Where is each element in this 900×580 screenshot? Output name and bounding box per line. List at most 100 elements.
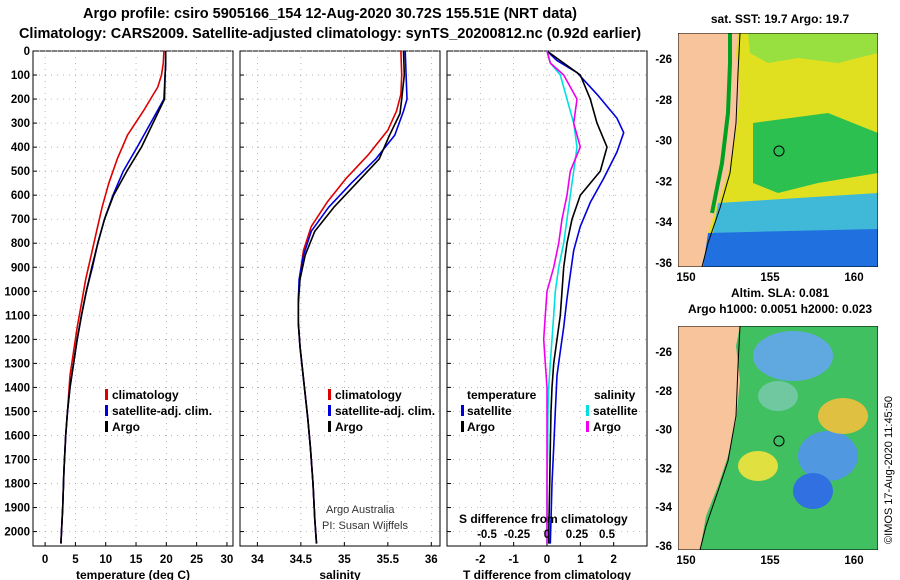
x-tick-label: 10	[99, 554, 112, 566]
x-tick-label: -2	[475, 554, 485, 566]
legend-argo: Argo	[335, 420, 363, 434]
x-axis-label: T difference from climatology	[463, 568, 631, 580]
s-tick-label: 0	[544, 529, 550, 541]
legend-sat: satellite-adj. clim.	[335, 404, 435, 418]
credit-pi: PI: Susan Wijffels	[322, 520, 408, 532]
plot-frame	[32, 50, 234, 547]
title-line1: Argo profile: csiro 5905166_154 12-Aug-2…	[82, 6, 578, 22]
depth-tick-label: 1300	[4, 358, 30, 370]
sla-low-blob	[793, 473, 833, 509]
depth-tick-label: 400	[11, 142, 30, 154]
x-tick-label: 36	[425, 554, 438, 566]
sla-mid-blob	[758, 381, 798, 411]
difference-legend: temperature satellite Argo salinity sate…	[459, 388, 638, 526]
depth-tick-label: 200	[11, 94, 30, 106]
map-lon-label: 150	[676, 555, 695, 567]
coastline	[701, 33, 741, 267]
s-tick-label: 0.25	[566, 529, 589, 541]
x-tick-label: 34.5	[290, 554, 313, 566]
legend-ssat: satellite	[593, 404, 638, 418]
map-lat-label: -30	[655, 136, 672, 148]
map-bottom-title1: Altim. SLA: 0.081	[731, 286, 829, 300]
legend-salinity-title: salinity	[594, 388, 636, 402]
series-line-t-argo	[546, 50, 608, 544]
coastline	[699, 326, 741, 550]
legend-targo: Argo	[467, 420, 495, 434]
series-line-argo	[297, 50, 406, 544]
s-tick-label: -0.25	[504, 529, 531, 541]
map-lon-label: 155	[760, 555, 780, 567]
maps: sat. SST: 19.7 Argo: 19.7 Altim. SLA: 0.…	[655, 12, 878, 567]
depth-tick-label: 700	[11, 214, 30, 226]
s-difference-label: S difference from climatology	[459, 512, 628, 526]
depth-tick-label: 300	[11, 118, 30, 130]
sst-map	[678, 33, 878, 267]
depth-tick-label: 1900	[4, 503, 30, 515]
x-tick-label: 35	[338, 554, 351, 566]
x-tick-label: 5	[72, 554, 79, 566]
depth-tick-label: 600	[11, 190, 30, 202]
x-tick-label: 25	[190, 554, 203, 566]
legend-clim: climatology	[335, 388, 402, 402]
legend-swatch-sat	[105, 405, 108, 416]
legend-argo: Argo	[112, 420, 140, 434]
map-bottom-title2: Argo h1000: 0.0051 h2000: 0.023	[688, 302, 872, 316]
depth-tick-label: 1800	[4, 479, 30, 491]
sla-low-blob	[798, 431, 858, 481]
map-lon-label: 160	[844, 272, 863, 284]
legend-swatch-tsat	[461, 405, 464, 416]
map-lat-label: -32	[655, 463, 672, 475]
map-lat-label: -34	[655, 217, 672, 229]
x-tick-label: -1	[509, 554, 520, 566]
legend-swatch-argo	[328, 421, 331, 432]
credit-org: Argo Australia	[326, 504, 395, 516]
x-axis-label: temperature (deg C)	[76, 568, 190, 580]
shelf-band	[710, 33, 732, 214]
argo-float-marker	[773, 145, 785, 157]
x-tick-label: 2	[610, 554, 616, 566]
s-tick-label: 0.5	[599, 529, 616, 541]
map-lat-label: -26	[655, 347, 672, 359]
sla-low-blob	[753, 331, 833, 381]
depth-tick-label: 900	[11, 262, 30, 274]
depth-tick-label: 100	[11, 70, 30, 82]
sla-map	[678, 326, 878, 550]
salinity-legend: climatology satellite-adj. clim. Argo Ar…	[322, 388, 435, 532]
map-lat-label: -36	[655, 258, 672, 270]
legend-swatch-ssat	[586, 405, 589, 416]
depth-tick-label: 1500	[4, 406, 30, 418]
x-tick-label: 15	[130, 554, 143, 566]
depth-tick-label: 1600	[4, 430, 30, 442]
legend-sargo: Argo	[593, 420, 621, 434]
temperature-legend: climatology satellite-adj. clim. Argo	[105, 388, 212, 434]
depth-tick-label: 1100	[5, 310, 30, 322]
series-line-argo	[60, 51, 167, 544]
temperature-panel: 0 5 10 15 20 25 30 temperature (deg C)	[32, 50, 234, 580]
legend-clim: climatology	[112, 388, 179, 402]
legend-swatch-clim	[328, 389, 331, 400]
x-tick-label: 0	[42, 554, 48, 566]
depth-tick-label: 1700	[4, 454, 30, 466]
depth-tick-label: 1400	[4, 382, 30, 394]
depth-tick-label: 2000	[4, 527, 30, 539]
s-tick-label: -0.5	[477, 529, 497, 541]
depth-tick-label: 1000	[4, 286, 30, 298]
map-lat-label: -26	[655, 54, 672, 66]
argo-float-marker	[773, 435, 785, 447]
x-tick-label: 34	[251, 554, 264, 566]
sst-cold-patch	[703, 229, 878, 267]
series-line-t-satellite	[546, 50, 625, 544]
map-lon-label: 160	[844, 555, 863, 567]
sla-high-blob	[738, 451, 778, 481]
title-line2: Climatology: CARS2009. Satellite-adjuste…	[18, 26, 642, 42]
ocean	[700, 326, 878, 550]
sst-warm-patch	[748, 33, 878, 63]
legend-swatch-clim	[105, 389, 108, 400]
salinity-panel: 34 34.5 35 35.5 36 salinity	[239, 50, 441, 580]
difference-panel: -2 -1 0 1 2 T difference from climatology -0.5…	[446, 50, 648, 580]
depth-tick-label: 0	[24, 46, 30, 58]
sst-green-patch	[753, 113, 878, 193]
legend-swatch-argo	[105, 421, 108, 432]
series-line-s-argo	[542, 50, 582, 544]
legend-temperature-title: temperature	[467, 388, 537, 402]
